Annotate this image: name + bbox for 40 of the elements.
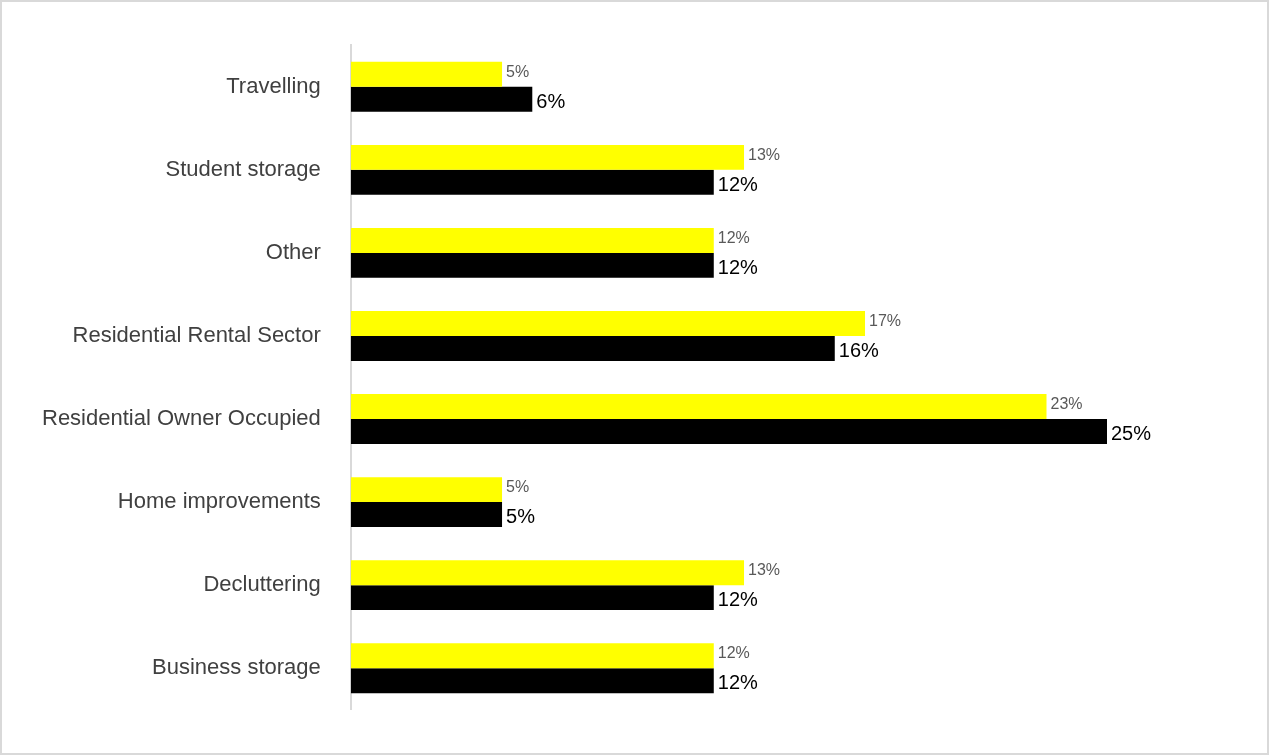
data-label: 12%	[717, 644, 750, 662]
bar	[350, 668, 714, 694]
data-label: 12%	[717, 255, 759, 278]
bar	[350, 86, 533, 112]
bar	[350, 643, 714, 669]
bar	[350, 477, 503, 503]
bar	[350, 335, 835, 361]
bar	[350, 585, 714, 611]
data-label: 13%	[748, 561, 781, 579]
bar	[350, 419, 1107, 444]
y-tick-label: Travelling	[226, 72, 321, 98]
bar	[350, 394, 1047, 420]
bar	[350, 311, 866, 336]
bar	[350, 252, 714, 278]
data-label: 17%	[869, 311, 902, 329]
data-label: 12%	[717, 588, 759, 611]
data-label: 6%	[536, 89, 566, 112]
bar	[350, 169, 714, 195]
data-label: 13%	[748, 145, 781, 163]
y-tick-label: Home improvements	[117, 488, 321, 514]
bar	[350, 560, 745, 586]
y-tick-label: Other	[265, 238, 321, 264]
data-label: 5%	[506, 478, 530, 496]
data-label: 12%	[717, 228, 750, 246]
y-tick-label: Decluttering	[203, 571, 321, 597]
data-label: 5%	[506, 505, 536, 528]
data-label: 12%	[717, 671, 759, 694]
y-tick-label: Residential Rental Sector	[72, 322, 321, 348]
data-label: 5%	[506, 62, 530, 80]
bar	[350, 144, 745, 170]
y-tick-label: Residential Owner Occupied	[41, 405, 321, 431]
bar	[350, 227, 714, 253]
y-tick-label: Business storage	[152, 654, 321, 680]
data-label: 12%	[717, 172, 759, 195]
y-tick-label: Student storage	[165, 155, 321, 181]
bar	[350, 502, 503, 528]
data-label: 16%	[838, 338, 880, 361]
data-label: 25%	[1111, 422, 1152, 445]
data-label: 23%	[1050, 394, 1083, 412]
bar	[350, 61, 503, 87]
